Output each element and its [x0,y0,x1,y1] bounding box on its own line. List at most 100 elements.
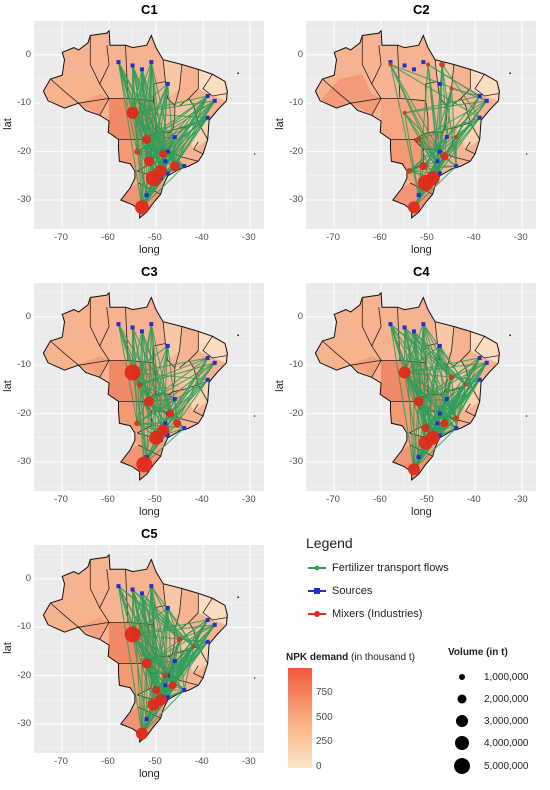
mixer-marker [454,135,459,140]
source-marker [205,639,210,644]
source-marker [437,171,442,176]
x-tick-label: -60 [373,232,387,243]
plot-area [306,283,536,491]
mixer-marker [173,419,182,428]
mixer-marker [402,110,407,115]
y-axis-label: lat [1,642,14,654]
volume-circle-5 [454,758,470,774]
mixer-marker [421,424,430,433]
x-tick-label: -30 [241,232,256,243]
x-tick-label: -70 [54,494,68,505]
source-marker [437,81,442,86]
source-marker [205,355,210,360]
panel-title: C4 [413,264,430,279]
y-axis-label: lat [1,380,14,392]
source-marker [437,149,442,154]
mixer-marker [406,167,413,174]
mixer-marker [144,156,154,167]
y-axis-label: lat [273,380,286,392]
brazil-map [34,283,264,491]
volume-circle-2 [457,694,467,704]
x-tick-label: -50 [148,494,162,505]
x-tick-label: -40 [194,756,209,767]
source-marker [144,717,149,722]
mixer-marker [426,62,431,67]
mixer-marker [440,419,449,428]
source-marker [205,93,210,98]
y-tick-label: -20 [17,145,31,157]
y-axis-label: lat [273,118,286,130]
colorbar-tick: 0 [316,761,322,772]
source-marker [205,617,210,622]
plot-area [34,21,264,229]
y-tick-label: -10 [289,97,303,109]
y-tick-label: -20 [17,407,31,419]
mixer-marker [439,61,446,68]
x-tick-label: -40 [194,232,209,243]
source-marker [484,98,489,103]
mixer-marker [124,364,141,381]
x-axis-label: long [411,244,432,256]
x-axis-label: long [139,506,160,518]
volume-item: 4,000,000 [484,738,529,749]
plot-area [306,21,536,229]
mixer-marker [144,396,154,407]
mixer-marker [141,658,152,669]
colorbar-title-rest: (in thousand t) [348,652,415,663]
source-marker [130,587,135,592]
source-marker [477,355,482,360]
source-marker [402,325,407,330]
panel-title: C1 [141,2,158,17]
source-marker [435,159,440,164]
brazil-map [306,21,536,229]
y-tick-label: 0 [297,310,303,322]
colorbar-tick: 750 [316,687,333,698]
source-marker [149,322,154,327]
x-tick-label: -60 [101,232,115,243]
source-marker [139,67,144,72]
mixer-marker [418,435,433,450]
mixer-marker [419,162,428,171]
source-marker [477,377,482,382]
mixer-marker [407,201,420,214]
source-marker [416,193,421,198]
mixer-marker [135,727,148,740]
mixer-marker-icon [308,611,326,617]
source-marker [165,433,170,438]
brazil-map [306,283,536,491]
x-tick-label: -40 [194,494,209,505]
source-marker [116,322,121,327]
mixer-marker [142,135,152,145]
mixer-marker [398,366,411,379]
mixer-marker [126,106,139,119]
legend-item-sources: Sources [308,585,372,597]
source-marker [437,343,442,348]
mixer-marker [145,170,162,187]
source-marker [212,360,217,365]
source-marker [454,164,459,169]
plot-area [34,545,264,753]
source-marker [388,60,393,65]
panel-title: C2 [413,2,430,17]
source-marker [116,60,121,65]
legend-item-flows: Fertilizer transport flows [308,562,449,574]
source-marker [139,329,144,334]
y-tick-label: -20 [17,669,31,681]
x-tick-label: -70 [326,232,340,243]
mixer-marker [449,86,454,91]
source-marker [182,426,187,431]
mixer-marker [407,463,420,476]
source-marker [421,322,426,327]
source-marker [454,426,459,431]
map-panel-c1: C1 lat 0 -10 -20 -30 -70 -60 -50 -40 -30 long [0,0,272,262]
source-marker [130,63,135,68]
source-marker [130,325,135,330]
source-marker [165,81,170,86]
source-marker [149,60,154,65]
mixer-marker [417,175,434,192]
y-tick-label: -30 [289,193,303,205]
x-tick-label: -70 [326,494,340,505]
legend-item-label: Mixers (Industries) [332,608,423,620]
source-marker [165,695,170,700]
x-tick-label: -50 [420,232,434,243]
